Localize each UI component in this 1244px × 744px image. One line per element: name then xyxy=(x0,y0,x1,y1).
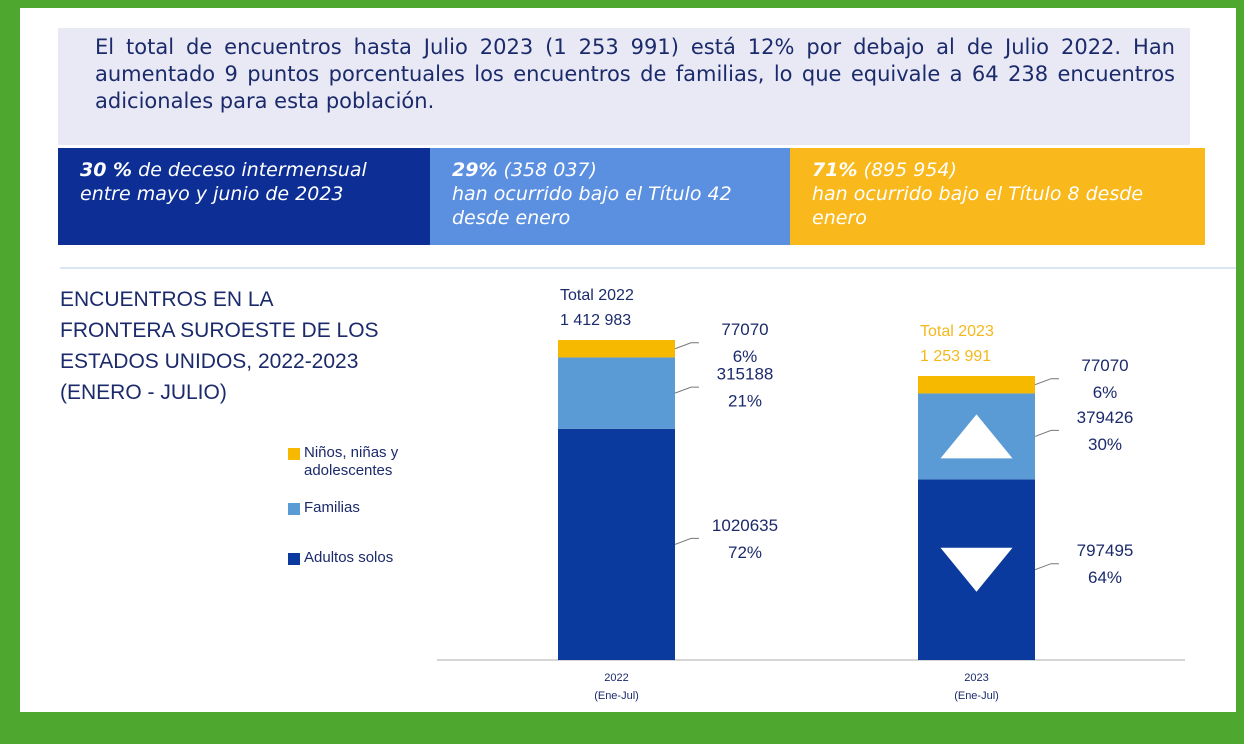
stat-text: han ocurrido bajo el Título 42 desde ene… xyxy=(452,183,732,229)
legend-label: Niños, niñas y adolescentes xyxy=(304,444,399,479)
total-value: 1 412 983 xyxy=(560,312,631,329)
legend-swatch xyxy=(288,448,300,460)
x-tick-note: (Ene-Jul) xyxy=(594,690,639,702)
chart-title: ENCUENTROS EN LA FRONTERA SUROESTE DE LO… xyxy=(60,288,379,404)
stat-detail: (358 037) xyxy=(503,159,597,181)
value-label: 379426 xyxy=(1077,408,1134,427)
legend-swatch xyxy=(288,553,300,565)
value-label: 77070 xyxy=(721,320,768,339)
value-label: 315188 xyxy=(717,365,774,384)
leader-line xyxy=(1034,378,1059,386)
summary-text: El total de encuentros hasta Julio 2023 … xyxy=(95,35,1175,113)
content: El total de encuentros hasta Julio 2023 … xyxy=(20,8,1236,712)
bar-segment xyxy=(558,428,675,660)
leader-line xyxy=(674,342,699,350)
separator xyxy=(60,267,1236,269)
total-title: Total 2022 xyxy=(560,287,634,304)
leader-line xyxy=(1034,563,1059,571)
share-label: 30% xyxy=(1088,435,1122,454)
leader-line xyxy=(674,537,699,545)
total-value: 1 253 991 xyxy=(920,348,991,365)
leader-line xyxy=(674,386,699,394)
stat-detail: (895 954) xyxy=(863,159,957,181)
legend-item: Adultos solos xyxy=(288,549,504,567)
stat-highlight: 30 % xyxy=(80,159,133,181)
stat-box: 71% (895 954) han ocurrido bajo el Título… xyxy=(790,148,1205,245)
leader-line xyxy=(1034,429,1059,437)
summary-panel: El total de encuentros hasta Julio 2023 … xyxy=(58,28,1190,145)
trend-up xyxy=(940,414,1013,459)
share-label: 72% xyxy=(728,543,762,562)
x-tick-label: 2022 xyxy=(604,672,628,684)
value-label: 77070 xyxy=(1081,356,1128,375)
value-label: 797495 xyxy=(1077,541,1134,560)
stat-highlight: 29% xyxy=(452,159,498,181)
stat-box: 29% (358 037) han ocurrido bajo el Título… xyxy=(430,148,790,245)
bar-segment xyxy=(558,340,675,358)
stat-text: han ocurrido bajo el Título 8 desde ener… xyxy=(812,183,1144,229)
legend-item: Niños, niñas y adolescentes xyxy=(288,444,469,480)
share-label: 21% xyxy=(728,392,762,411)
legend-item: Familias xyxy=(288,499,504,517)
share-label: 6% xyxy=(1093,383,1118,402)
share-label: 6% xyxy=(733,347,758,366)
total-title: Total 2023 xyxy=(920,323,994,340)
bar-segment xyxy=(918,375,1035,394)
bar-segment xyxy=(558,357,675,429)
legend-swatch xyxy=(288,503,300,515)
x-tick-label: 2023 xyxy=(964,672,988,684)
legend-label: Familias xyxy=(304,499,360,516)
trend-down xyxy=(940,547,1013,592)
stat-box: 30 % de deceso intermensual entre mayo y… xyxy=(58,148,430,245)
x-tick-note: (Ene-Jul) xyxy=(954,690,999,702)
stat-highlight: 71% xyxy=(812,159,858,181)
value-label: 1020635 xyxy=(712,516,778,535)
chart: 1020635 72% 315188 21% 77070 6% Total 2022 1 41… xyxy=(437,287,1185,702)
legend-label: Adultos solos xyxy=(304,549,394,566)
share-label: 64% xyxy=(1088,568,1122,587)
stat-text: de deceso intermensual entre mayo y juni… xyxy=(80,159,367,205)
